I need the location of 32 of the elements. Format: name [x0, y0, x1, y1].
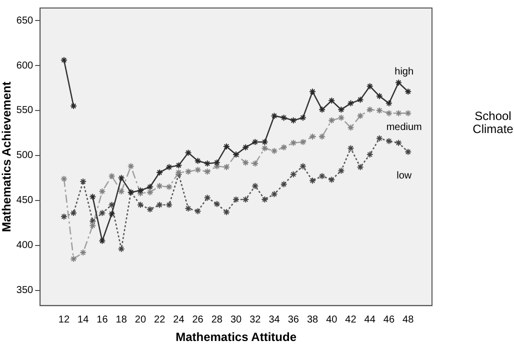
x-tick-label: 30 — [230, 314, 242, 326]
x-tick-label: 16 — [96, 314, 108, 326]
x-tick-label: 46 — [383, 314, 395, 326]
legend-title: School Climate — [472, 109, 514, 136]
y-tick-label: 550 — [16, 105, 34, 116]
x-tick-label: 24 — [173, 314, 185, 326]
x-tick-label: 14 — [78, 314, 90, 326]
x-tick-label: 32 — [250, 314, 262, 326]
x-tick-label: 42 — [345, 314, 357, 326]
series-label: medium — [386, 122, 422, 133]
x-tick-label: 40 — [326, 314, 338, 326]
y-tick-label: 650 — [16, 15, 34, 26]
x-tick-label: 48 — [402, 314, 414, 326]
x-tick-label: 20 — [134, 314, 146, 326]
series-label: high — [394, 66, 414, 78]
x-tick-label: 36 — [288, 314, 300, 326]
series-label: low — [396, 170, 412, 182]
x-tick-label: 34 — [268, 314, 280, 326]
x-tick-label: 28 — [211, 314, 223, 326]
y-tick-label: 350 — [16, 285, 34, 296]
y-tick-label: 600 — [16, 60, 34, 72]
x-tick-label: 38 — [306, 314, 319, 326]
y-axis-title: Mathematics Achievement — [0, 82, 14, 232]
x-tick-label: 12 — [58, 314, 70, 326]
x-tick-label: 22 — [154, 314, 166, 326]
x-tick-label: 26 — [192, 314, 204, 326]
x-tick-label: 44 — [364, 314, 376, 326]
x-axis-title: Mathematics Attitude — [176, 330, 297, 344]
x-tick-label: 18 — [116, 314, 128, 326]
y-tick-label: 400 — [16, 240, 34, 252]
y-tick-label: 500 — [16, 150, 34, 162]
y-tick-label: 450 — [16, 195, 34, 206]
